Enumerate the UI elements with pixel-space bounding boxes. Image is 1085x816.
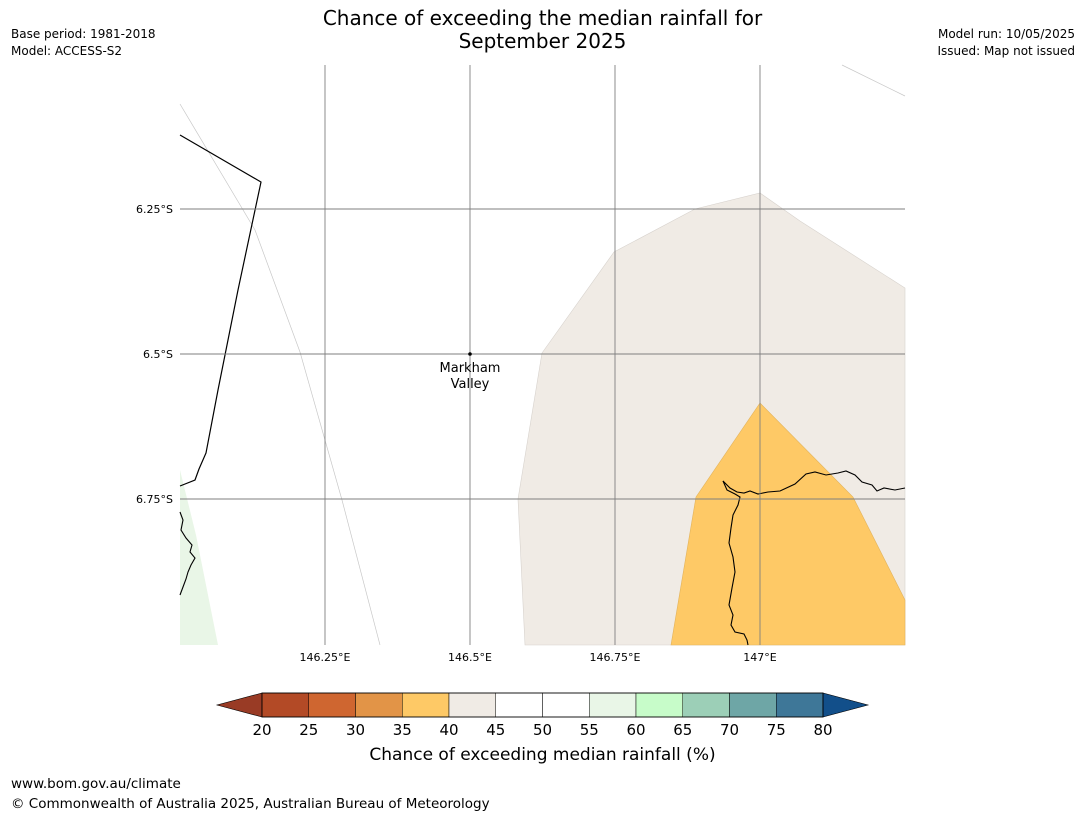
faint-boundary-line — [179, 103, 381, 646]
colorbar-tick-label: 75 — [767, 721, 786, 739]
faint-boundary-line-ne — [841, 64, 906, 97]
colorbar-segment — [261, 692, 309, 718]
place-name-line-2: Valley — [451, 377, 490, 392]
colorbar-outline — [261, 692, 824, 718]
colorbar-tick-label: 30 — [346, 721, 365, 739]
lon-label: 147°E — [743, 651, 776, 664]
colorbar-ticks: 20 25 30 35 40 45 50 55 60 65 70 75 80 — [252, 721, 832, 739]
lat-labels: 6.25°S 6.5°S 6.75°S — [136, 203, 173, 506]
colorbar-tick-label: 55 — [580, 721, 599, 739]
region-55-60 — [180, 470, 218, 645]
lat-label: 6.75°S — [136, 493, 173, 506]
place-name-line-1: Markham — [440, 361, 501, 376]
border-line — [179, 134, 262, 487]
colorbar-over-arrow — [822, 692, 870, 718]
colorbar-segment — [542, 692, 590, 718]
markham-valley-marker — [468, 352, 472, 356]
issued-text: Issued: Map not issued — [937, 44, 1075, 58]
colorbar: 20 25 30 35 40 45 50 55 60 65 70 75 80 — [215, 692, 870, 739]
colorbar-tick-label: 20 — [252, 721, 271, 739]
colorbar-segment — [589, 692, 637, 718]
footer-copyright: © Commonwealth of Australia 2025, Austra… — [11, 796, 490, 812]
footer-url: www.bom.gov.au/climate — [11, 776, 181, 792]
lon-label: 146.5°E — [448, 651, 492, 664]
river-line-tributary — [722, 480, 749, 646]
lat-label: 6.25°S — [136, 203, 173, 216]
coastline-west — [179, 511, 196, 596]
colorbar-tick-label: 50 — [533, 721, 552, 739]
colorbar-segment — [682, 692, 730, 718]
model-info: Base period: 1981-2018 Model: ACCESS-S2 — [11, 26, 156, 60]
base-period-text: Base period: 1981-2018 — [11, 27, 156, 41]
title-line-2: September 2025 — [458, 29, 627, 53]
footer: www.bom.gov.au/climate © Commonwealth of… — [11, 774, 490, 814]
colorbar-under-arrow — [215, 692, 263, 718]
lat-label: 6.5°S — [143, 348, 173, 361]
run-info: Model run: 10/05/2025 Issued: Map not is… — [937, 26, 1075, 60]
lon-labels: 146.25°E 146.5°E 146.75°E 147°E — [300, 651, 777, 664]
colorbar-tick-label: 45 — [486, 721, 505, 739]
colorbar-segment — [635, 692, 683, 718]
colorbar-segment — [729, 692, 777, 718]
colorbar-segment — [355, 692, 403, 718]
colorbar-tick-label: 35 — [393, 721, 412, 739]
colorbar-segments — [261, 692, 824, 718]
lon-label: 146.25°E — [300, 651, 351, 664]
colorbar-segment — [402, 692, 450, 718]
map-title: Chance of exceeding the median rainfall … — [0, 7, 1085, 53]
region-35-40 — [670, 402, 906, 646]
colorbar-segment — [776, 692, 824, 718]
colorbar-segment — [495, 692, 543, 718]
lon-label: 146.75°E — [590, 651, 641, 664]
river-line — [722, 470, 906, 495]
colorbar-tick-label: 70 — [720, 721, 739, 739]
colorbar-tick-label: 80 — [813, 721, 832, 739]
colorbar-tick-label: 65 — [673, 721, 692, 739]
colorbar-tick-label: 60 — [626, 721, 645, 739]
model-name-text: Model: ACCESS-S2 — [11, 44, 123, 58]
colorbar-tick-label: 25 — [299, 721, 318, 739]
colorbar-segment — [448, 692, 496, 718]
colorbar-segment — [308, 692, 356, 718]
title-line-1: Chance of exceeding the median rainfall … — [322, 6, 763, 30]
colorbar-label: Chance of exceeding median rainfall (%) — [369, 745, 716, 765]
map-plot-area: Markham Valley — [179, 64, 906, 646]
colorbar-tick-label: 40 — [439, 721, 458, 739]
model-run-text: Model run: 10/05/2025 — [937, 27, 1075, 41]
